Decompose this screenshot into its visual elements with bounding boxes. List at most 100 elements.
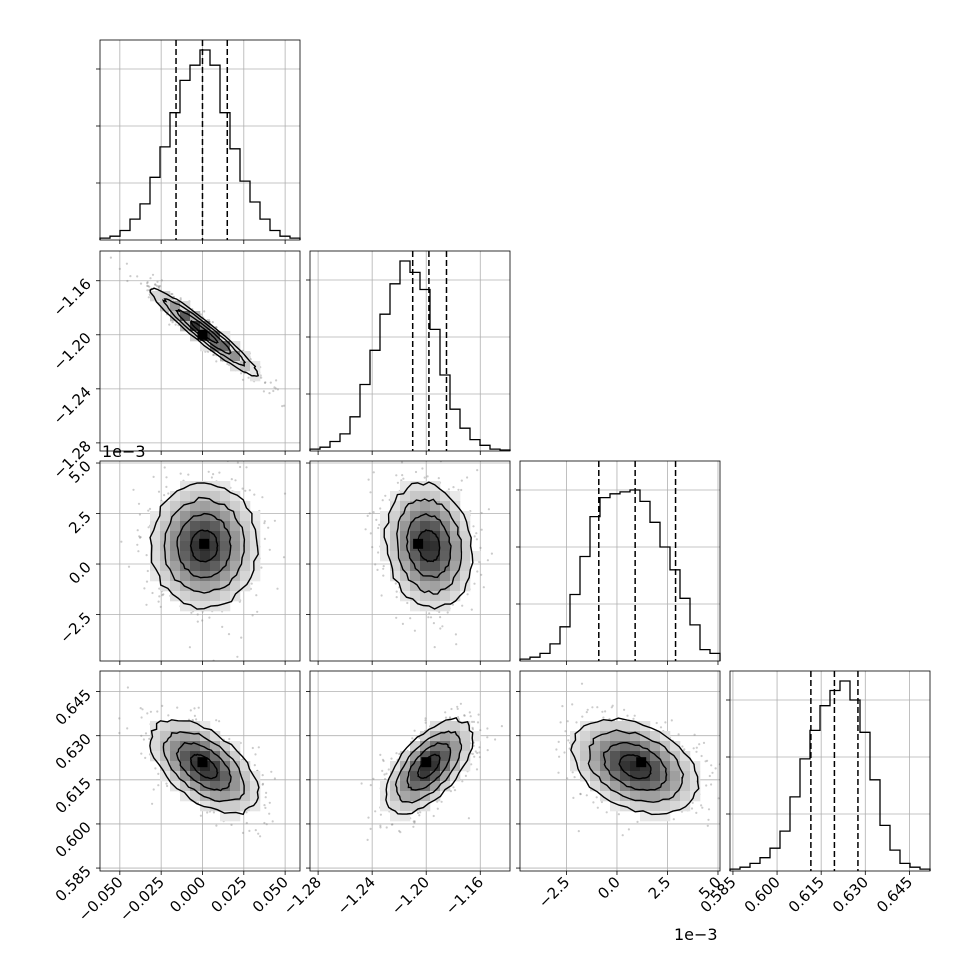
scatter-point — [153, 788, 155, 790]
grid-lines — [733, 671, 909, 871]
scatter-point — [382, 499, 384, 501]
scatter-point — [265, 796, 267, 798]
scatter-point — [439, 616, 441, 618]
scatter-point — [452, 786, 454, 788]
scatter-point — [475, 532, 477, 534]
density-cell — [410, 601, 420, 611]
scatter-point — [172, 321, 174, 323]
scatter-point — [190, 612, 192, 614]
density-cell — [160, 721, 170, 731]
density-cell — [180, 591, 190, 601]
scatter-point — [401, 461, 403, 463]
density-cell — [170, 721, 180, 731]
scatter-point — [146, 282, 148, 284]
scatter-point — [264, 538, 266, 540]
scatter-point — [137, 550, 139, 552]
scatter-point — [146, 581, 148, 583]
scatter-point — [457, 708, 459, 710]
scatter-point — [240, 637, 242, 639]
scatter-point — [242, 488, 244, 490]
scatter-point — [381, 770, 383, 772]
scatter-point — [147, 570, 149, 572]
density-cell — [180, 751, 190, 761]
scatter-point — [251, 583, 253, 585]
scatter-point — [242, 379, 244, 381]
panel-content — [118, 686, 276, 837]
scatter-point — [467, 593, 469, 595]
density-cell — [450, 501, 460, 511]
density-cell — [200, 581, 210, 591]
scatter-point — [136, 275, 138, 277]
density-cell — [190, 521, 200, 531]
histogram-step — [730, 681, 930, 871]
density-cell — [230, 801, 240, 811]
scatter-point — [501, 725, 503, 727]
scatter-point — [147, 510, 149, 512]
density-cell — [230, 541, 240, 551]
density-cell — [220, 521, 230, 531]
scatter-point — [409, 617, 411, 619]
density-cell — [190, 731, 200, 741]
scatter-point — [361, 782, 363, 784]
scatter-point — [425, 722, 427, 724]
scatter-point — [143, 587, 145, 589]
scatter-point — [470, 715, 472, 717]
scatter-point — [388, 768, 390, 770]
density-cell — [230, 581, 240, 591]
scatter-point — [428, 612, 430, 614]
scatter-point — [473, 756, 475, 758]
density-cell — [240, 531, 250, 541]
scatter-point — [284, 493, 286, 495]
scatter-point — [272, 820, 274, 822]
scatter-point — [152, 274, 154, 276]
scatter-point — [161, 279, 163, 281]
scatter-point — [165, 476, 167, 478]
scatter-point — [126, 280, 128, 282]
scatter-point — [156, 285, 158, 287]
density-cell — [230, 551, 240, 561]
scatter-point — [165, 486, 167, 488]
density-cell — [240, 541, 250, 551]
scatter-point — [379, 507, 381, 509]
density-cell — [200, 501, 210, 511]
scatter-point — [476, 570, 478, 572]
scatter-point — [373, 471, 375, 473]
scatter-point — [215, 719, 217, 721]
scatter-point — [367, 515, 369, 517]
scatter-point — [430, 616, 432, 618]
scatter-point — [197, 621, 199, 623]
scatter-point — [256, 611, 258, 613]
scatter-point — [228, 738, 230, 740]
density-cell — [220, 481, 230, 491]
scatter-point — [456, 706, 458, 708]
density-cell — [410, 581, 420, 591]
scatter-point — [444, 711, 446, 713]
scatter-point — [281, 405, 283, 407]
scatter-point — [167, 714, 169, 716]
density-cell — [180, 721, 190, 731]
scatter-point — [494, 738, 496, 740]
scatter-point — [120, 541, 122, 543]
density-cell — [430, 561, 440, 571]
scatter-point — [264, 520, 266, 522]
scatter-point — [396, 591, 398, 593]
scatter-point — [273, 386, 275, 388]
density-cell — [150, 571, 160, 581]
scatter-point — [448, 488, 450, 490]
scatter-point — [471, 609, 473, 611]
scatter-point — [384, 495, 386, 497]
scatter-point — [367, 817, 369, 819]
density-peak — [197, 330, 207, 340]
density-cell — [230, 771, 240, 781]
density-cell — [200, 561, 210, 571]
scatter-point — [371, 546, 373, 548]
scatter-point — [221, 626, 223, 628]
scatter-point — [479, 746, 481, 748]
density-cell — [450, 581, 460, 591]
scatter-point — [433, 447, 435, 449]
scatter-point — [395, 752, 397, 754]
scatter-point — [411, 737, 413, 739]
scatter-point — [468, 817, 470, 819]
scatter-point — [380, 814, 382, 816]
